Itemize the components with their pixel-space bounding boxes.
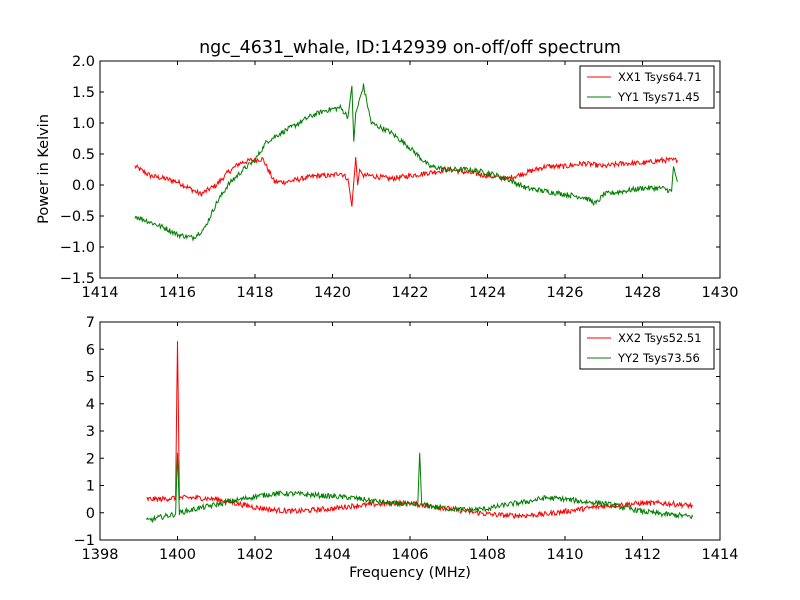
y-tick-label: 0.5 — [72, 147, 95, 163]
x-tick-label: 1402 — [237, 547, 274, 563]
y-tick-label: 4 — [86, 397, 95, 413]
x-tick-label: 1428 — [624, 285, 661, 301]
y-tick-label: 5 — [86, 370, 95, 386]
y-tick-label: 1.0 — [72, 116, 95, 132]
y-tick-label: 0.0 — [72, 178, 95, 194]
y-tick-label: −0.5 — [60, 209, 95, 225]
y-tick-label: 1.5 — [72, 85, 95, 101]
x-tick-label: 1408 — [469, 547, 506, 563]
legend: XX2 Tsys52.51 YY2 Tsys73.56 — [579, 326, 715, 370]
series-line-yy1 — [134, 83, 678, 242]
chart-title: ngc_4631_whale, ID:142939 on-off/off spe… — [199, 38, 621, 58]
x-tick-label: 1420 — [314, 285, 351, 301]
legend-label: XX2 Tsys52.51 — [618, 331, 702, 345]
y-tick-label: −1.5 — [60, 271, 95, 287]
y-tick-label: −1 — [74, 533, 95, 549]
y-tick-label: 0 — [86, 506, 95, 522]
x-tick-label: 1404 — [314, 547, 351, 563]
y-tick-label: 1 — [86, 479, 95, 495]
legend-label: YY2 Tsys73.56 — [617, 351, 700, 365]
legend-label: XX1 Tsys64.71 — [618, 70, 702, 84]
x-tick-label: 1412 — [624, 547, 661, 563]
x-tick-label: 1400 — [159, 547, 196, 563]
x-tick-label: 1416 — [159, 285, 196, 301]
series-line-xx2 — [146, 341, 694, 519]
y-tick-label: 2.0 — [72, 54, 95, 70]
y-tick-label: 6 — [86, 342, 95, 358]
y-tick-label: 2 — [86, 451, 95, 467]
x-tick-label: 1406 — [392, 547, 429, 563]
x-tick-label: 1426 — [547, 285, 584, 301]
y-tick-label: 7 — [86, 315, 95, 331]
bottom-spectrum-plot: 1398 1400 1402 1404 1406 1408 1410 1412 1414 −1 0 1… — [74, 315, 739, 563]
x-tick-label: 1422 — [392, 285, 429, 301]
legend: XX1 Tsys64.71 YY1 Tsys71.45 — [579, 65, 715, 109]
x-tick-label: 1398 — [82, 547, 119, 563]
x-tick-label: 1414 — [702, 547, 739, 563]
x-tick-label: 1418 — [237, 285, 274, 301]
y-axis-label: Power in Kelvin — [36, 114, 52, 224]
legend-box — [579, 65, 715, 109]
legend-label: YY1 Tsys71.45 — [617, 90, 700, 104]
series-line-yy2 — [146, 452, 694, 524]
x-tick-label: 1414 — [82, 285, 119, 301]
y-tick-label: −1.0 — [60, 240, 95, 256]
x-tick-label: 1410 — [547, 547, 584, 563]
x-tick-label: 1424 — [469, 285, 506, 301]
x-tick-label: 1430 — [702, 285, 739, 301]
x-axis-label: Frequency (MHz) — [349, 565, 471, 581]
top-spectrum-plot: 1414 1416 1418 1420 1422 1424 1426 1428 1430 −1.5… — [60, 54, 739, 301]
y-tick-label: 3 — [86, 424, 95, 440]
legend-box — [579, 326, 715, 370]
series-line-xx1 — [134, 156, 678, 207]
